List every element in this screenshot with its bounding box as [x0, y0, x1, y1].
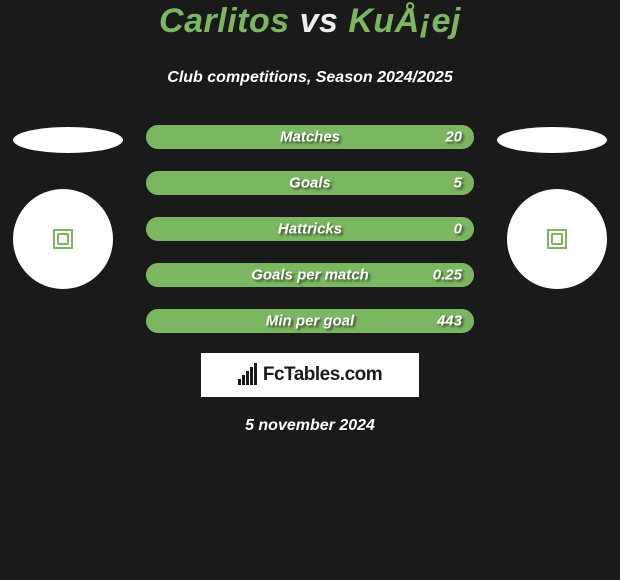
stat-label: Matches	[280, 129, 340, 146]
stat-row: Goals 5	[146, 171, 474, 195]
right-avatar	[507, 189, 607, 289]
title-player2: KuÅ¡ej	[348, 2, 461, 40]
left-side	[8, 127, 128, 289]
stat-value-right: 20	[445, 129, 462, 146]
stat-list: Matches 20 Goals 5 Hattricks 0 Goals per match…	[140, 125, 480, 333]
stat-row: Hattricks 0	[146, 217, 474, 241]
stat-value-right: 0	[454, 221, 462, 238]
page-title: Carlitos vs KuÅ¡ej	[159, 2, 461, 41]
player-placeholder-icon	[547, 229, 567, 249]
stat-label: Goals	[289, 175, 331, 192]
stat-label: Hattricks	[278, 221, 342, 238]
date-text: 5 november 2024	[245, 417, 375, 435]
left-avatar	[13, 189, 113, 289]
stat-row: Min per goal 443	[146, 309, 474, 333]
stat-value-right: 5	[454, 175, 462, 192]
stat-value-right: 443	[437, 313, 462, 330]
title-player1: Carlitos	[159, 2, 290, 40]
stat-label: Min per goal	[266, 313, 354, 330]
subtitle: Club competitions, Season 2024/2025	[167, 69, 452, 87]
left-flag-ellipse	[13, 127, 123, 153]
player-placeholder-icon	[53, 229, 73, 249]
stat-label: Goals per match	[251, 267, 369, 284]
right-side	[492, 127, 612, 289]
bar-chart-icon	[238, 365, 257, 385]
logo-band[interactable]: FcTables.com	[201, 353, 419, 397]
logo-text: FcTables.com	[263, 364, 382, 386]
right-flag-ellipse	[497, 127, 607, 153]
main-layout: Matches 20 Goals 5 Hattricks 0 Goals per match…	[0, 127, 620, 333]
stat-row: Matches 20	[146, 125, 474, 149]
stat-value-right: 0.25	[433, 267, 462, 284]
comparison-widget: Carlitos vs KuÅ¡ej Club competitions, Se…	[0, 0, 620, 435]
stat-row: Goals per match 0.25	[146, 263, 474, 287]
title-vs: vs	[300, 2, 339, 40]
